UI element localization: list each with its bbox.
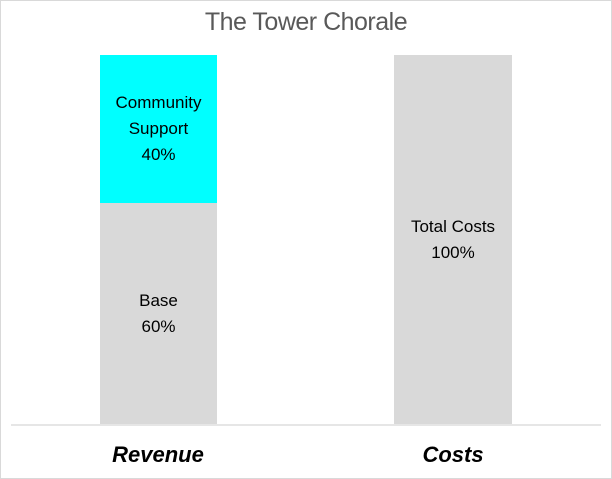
- chart-title: The Tower Chorale: [204, 8, 408, 36]
- bar-segment-total-costs: Total Costs 100%: [394, 55, 512, 424]
- x-axis-line: [11, 424, 601, 426]
- segment-label: Total Costs: [410, 216, 496, 236]
- segment-label: Base: [139, 290, 178, 310]
- segment-value: 60%: [141, 316, 176, 336]
- bar-segment-base: Base 60%: [100, 203, 217, 424]
- bar-segment-community-support: Community Support 40%: [100, 55, 217, 203]
- segment-label: Community: [115, 93, 202, 112]
- x-axis-label-costs: Costs: [422, 442, 484, 467]
- segment-value: 100%: [431, 242, 475, 262]
- x-axis-label-revenue: Revenue: [112, 442, 204, 467]
- segment-label: Support: [128, 119, 189, 138]
- segment-value: 40%: [141, 145, 176, 164]
